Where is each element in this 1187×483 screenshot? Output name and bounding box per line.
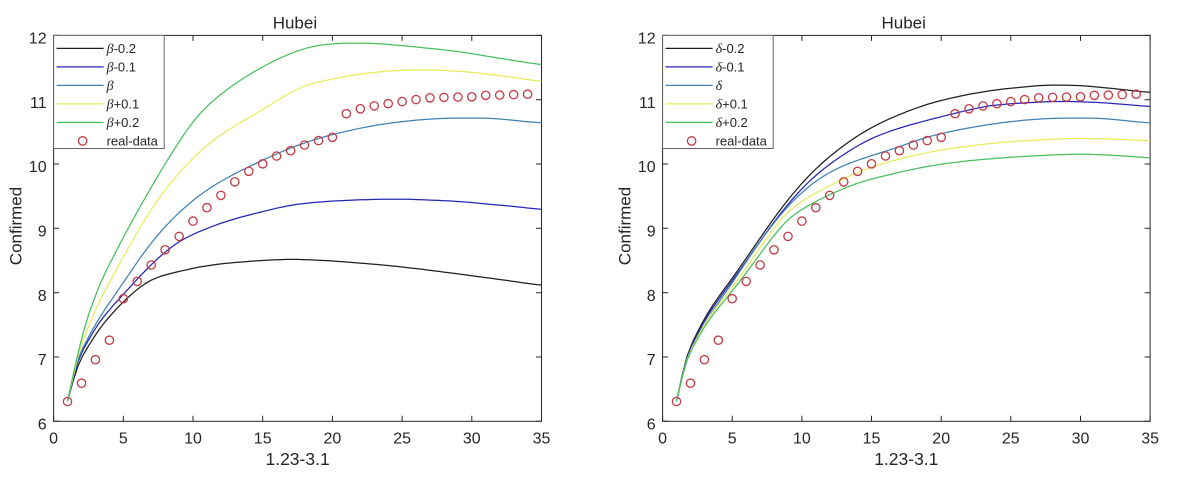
svg-text:real-data: real-data [107, 134, 159, 149]
svg-text:β+0.2: β+0.2 [106, 115, 140, 131]
svg-text:35: 35 [1141, 431, 1159, 448]
svg-text:δ+0.1: δ+0.1 [716, 97, 748, 113]
svg-text:δ: δ [716, 79, 723, 94]
svg-text:δ-0.2: δ-0.2 [716, 41, 745, 57]
svg-text:10: 10 [793, 431, 811, 448]
svg-text:5: 5 [119, 431, 128, 448]
svg-text:10: 10 [184, 431, 202, 448]
svg-text:5: 5 [728, 431, 737, 448]
svg-text:β+0.1: β+0.1 [106, 97, 140, 113]
svg-text:7: 7 [647, 352, 656, 369]
svg-text:30: 30 [463, 431, 481, 448]
svg-text:1.23-3.1: 1.23-3.1 [874, 449, 938, 469]
svg-text:8: 8 [647, 288, 656, 305]
svg-text:10: 10 [29, 159, 47, 176]
svg-text:6: 6 [647, 417, 656, 434]
svg-text:real-data: real-data [716, 134, 768, 149]
svg-text:Hubei: Hubei [881, 14, 925, 33]
svg-text:11: 11 [30, 95, 47, 112]
svg-text:11: 11 [639, 95, 656, 112]
svg-text:15: 15 [863, 431, 881, 448]
svg-text:15: 15 [254, 431, 272, 448]
svg-text:Confirmed: Confirmed [616, 187, 635, 265]
svg-text:1.23-3.1: 1.23-3.1 [265, 449, 329, 469]
svg-text:β-0.1: β-0.1 [106, 60, 136, 76]
svg-text:6: 6 [38, 417, 47, 434]
svg-text:Hubei: Hubei [273, 14, 317, 33]
svg-text:25: 25 [393, 431, 411, 448]
svg-text:12: 12 [638, 31, 656, 48]
svg-text:β: β [106, 79, 114, 94]
svg-text:Confirmed: Confirmed [7, 187, 26, 265]
svg-text:0: 0 [49, 431, 58, 448]
svg-text:δ+0.2: δ+0.2 [716, 115, 748, 131]
svg-text:9: 9 [647, 224, 656, 241]
svg-text:δ-0.1: δ-0.1 [716, 60, 745, 76]
svg-text:12: 12 [29, 31, 47, 48]
svg-text:20: 20 [324, 431, 342, 448]
svg-text:20: 20 [932, 431, 950, 448]
svg-text:8: 8 [38, 288, 47, 305]
svg-text:0: 0 [658, 431, 667, 448]
svg-text:9: 9 [38, 224, 47, 241]
svg-text:30: 30 [1072, 431, 1090, 448]
svg-text:25: 25 [1002, 431, 1020, 448]
svg-text:10: 10 [638, 159, 656, 176]
svg-text:7: 7 [38, 352, 47, 369]
svg-text:35: 35 [533, 431, 551, 448]
svg-text:β-0.2: β-0.2 [106, 41, 136, 57]
